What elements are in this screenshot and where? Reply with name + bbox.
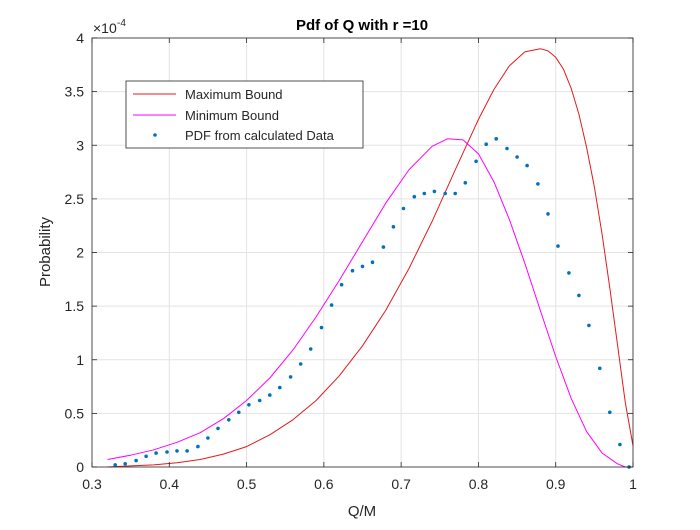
data-point-pdf-from-calculated-data (432, 189, 437, 194)
ticks: 0.3 0.4 0.5 0.6 0.7 0.8 0.9 1 0 0.5 1 1.5 2 2.5 3 3.5 4 (65, 30, 638, 492)
legend-label-maximum-bound: Maximum Bound (185, 87, 283, 102)
legend-label-minimum-bound: Minimum Bound (185, 108, 279, 123)
x-tick-label: 0.7 (391, 476, 411, 492)
data-point-pdf-from-calculated-data (175, 449, 179, 453)
data-point-pdf-from-calculated-data (515, 155, 519, 159)
y-tick-label: 0.5 (65, 405, 85, 421)
data-point-pdf-from-calculated-data (598, 366, 602, 371)
y-tick-label: 2 (76, 245, 84, 261)
series-layer (107, 48, 634, 469)
x-axis-label: Q/M (348, 503, 376, 520)
data-point-pdf-from-calculated-data (206, 436, 210, 440)
y-exponent-base: ×10 (93, 20, 117, 36)
legend-swatch-pdf-data (153, 133, 157, 137)
data-point-pdf-from-calculated-data (587, 323, 591, 328)
data-point-pdf-from-calculated-data (144, 454, 148, 459)
data-point-pdf-from-calculated-data (216, 426, 220, 431)
data-point-pdf-from-calculated-data (546, 212, 550, 216)
x-tick-label: 0.6 (314, 476, 334, 492)
data-point-pdf-from-calculated-data (484, 142, 489, 146)
legend-label-pdf-data: PDF from calculated Data (185, 128, 335, 143)
data-point-pdf-from-calculated-data (237, 410, 241, 415)
data-point-pdf-from-calculated-data (288, 375, 293, 379)
data-point-pdf-from-calculated-data (113, 463, 117, 467)
chart-title: Pdf of Q with r =10 (296, 17, 428, 34)
y-axis-label: Probability (37, 216, 54, 287)
x-tick-label: 0.3 (82, 476, 102, 492)
data-point-pdf-from-calculated-data (381, 245, 386, 249)
data-point-pdf-from-calculated-data (567, 271, 571, 275)
data-point-pdf-from-calculated-data (618, 442, 622, 447)
y-tick-label: 3 (76, 137, 84, 153)
data-point-pdf-from-calculated-data (339, 282, 344, 287)
data-point-pdf-from-calculated-data (494, 137, 499, 141)
x-tick-label: 0.9 (546, 476, 566, 492)
series-line-minimum-bound (107, 138, 633, 468)
data-point-pdf-from-calculated-data (268, 393, 272, 397)
data-point-pdf-from-calculated-data (412, 194, 417, 199)
y-tick-label: 2.5 (65, 191, 85, 207)
data-point-pdf-from-calculated-data (474, 159, 478, 164)
data-point-pdf-from-calculated-data (165, 450, 169, 454)
data-point-pdf-from-calculated-data (556, 244, 560, 248)
data-point-pdf-from-calculated-data (391, 225, 396, 229)
x-tick-label: 0.4 (160, 476, 180, 492)
data-point-pdf-from-calculated-data (453, 191, 458, 196)
data-point-pdf-from-calculated-data (319, 325, 324, 330)
data-point-pdf-from-calculated-data (134, 458, 138, 463)
data-point-pdf-from-calculated-data (257, 398, 262, 403)
data-point-pdf-from-calculated-data (525, 163, 529, 168)
legend: Maximum Bound Minimum Bound PDF from cal… (125, 80, 364, 149)
data-point-pdf-from-calculated-data (247, 403, 251, 407)
data-point-pdf-from-calculated-data (308, 347, 313, 351)
data-point-pdf-from-calculated-data (360, 264, 365, 269)
y-tick-label: 1.5 (65, 298, 85, 314)
data-point-pdf-from-calculated-data (608, 410, 612, 415)
data-point-pdf-from-calculated-data (350, 268, 355, 273)
data-point-pdf-from-calculated-data (196, 444, 200, 449)
data-point-pdf-from-calculated-data (227, 418, 231, 422)
data-point-pdf-from-calculated-data (401, 206, 406, 211)
y-tick-label: 3.5 (65, 84, 85, 100)
series-line-maximum-bound (107, 48, 634, 468)
x-tick-label: 1 (629, 476, 637, 492)
data-point-pdf-from-calculated-data (154, 451, 158, 455)
x-tick-label: 0.5 (237, 476, 257, 492)
data-point-pdf-from-calculated-data (185, 449, 189, 453)
data-point-pdf-from-calculated-data (505, 146, 509, 151)
data-point-pdf-from-calculated-data (298, 362, 303, 366)
data-point-pdf-from-calculated-data (443, 191, 448, 196)
data-point-pdf-from-calculated-data (329, 303, 334, 307)
data-point-pdf-from-calculated-data (536, 182, 540, 186)
data-point-pdf-from-calculated-data (123, 462, 127, 466)
y-exponent-power: -4 (117, 18, 126, 29)
y-tick-label: 4 (76, 30, 84, 46)
data-point-pdf-from-calculated-data (577, 293, 581, 298)
x-tick-label: 0.8 (469, 476, 489, 492)
data-point-pdf-from-calculated-data (463, 181, 468, 185)
data-point-pdf-from-calculated-data (422, 191, 427, 196)
data-point-pdf-from-calculated-data (370, 260, 375, 265)
y-tick-label: 0 (76, 459, 84, 475)
y-tick-label: 1 (76, 352, 84, 368)
data-point-pdf-from-calculated-data (278, 385, 282, 390)
